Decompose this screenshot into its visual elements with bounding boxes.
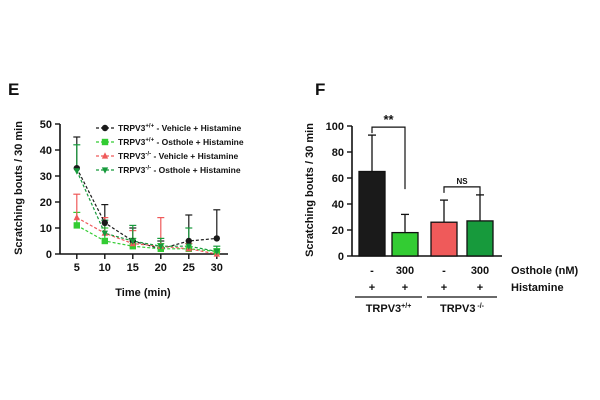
histamine-row-label: Histamine	[511, 282, 564, 294]
data-point	[73, 222, 80, 229]
panel-e-x-tick-label: 20	[155, 262, 167, 274]
significance-label: **	[383, 112, 394, 127]
bar-3	[430, 221, 458, 257]
data-point	[73, 168, 80, 175]
significance-bracket	[443, 186, 481, 195]
osthole-dose-label: 300	[396, 265, 414, 277]
bar-1	[358, 170, 386, 257]
data-point	[157, 243, 164, 250]
data-point	[101, 230, 108, 237]
series-line-3	[76, 217, 217, 255]
legend-entry: TRPV3+/+ - Osthole + Histamine	[118, 137, 244, 147]
panel-e-x-tick-label: 5	[74, 262, 80, 274]
legend-marker	[101, 167, 109, 174]
series-line-4	[76, 170, 217, 252]
data-point	[101, 237, 108, 245]
data-point	[185, 237, 192, 245]
bar-4	[466, 220, 494, 257]
legend-entry: TRPV3-/- - Vehicle + Histamine	[118, 151, 239, 161]
panel-f-y-tick-label: 40	[332, 199, 344, 211]
histamine-sign-label: +	[477, 282, 483, 294]
legend-marker	[101, 152, 109, 159]
significance-bracket	[371, 126, 406, 190]
legend-entry: TRPV3-/- - Osthole + Histamine	[118, 165, 241, 175]
histamine-sign-label: +	[402, 282, 408, 294]
panel-e-x-tick-label: 10	[99, 262, 111, 274]
histamine-sign-label: +	[369, 282, 375, 294]
genotype-group-label: TRPV3+/+	[366, 303, 412, 315]
panel-e-y-tick-label: 50	[40, 119, 52, 131]
panel-e-x-tick-label: 15	[127, 262, 139, 274]
panel-e-y-axis-label: Scratching bouts / 30 min	[13, 121, 25, 255]
panel-e-y-tick-label: 30	[40, 171, 52, 183]
panel-f-bar-chart: F Scratching bouts / 30 min 0 20 40 60 80 100…	[304, 80, 579, 315]
significance-label: NS	[456, 177, 468, 186]
legend-marker	[101, 138, 109, 146]
genotype-group-label: TRPV3 -/-	[440, 303, 485, 315]
panel-f-label: F	[315, 80, 325, 99]
data-point	[185, 243, 192, 250]
panel-f-y-tick-label: 100	[326, 121, 344, 133]
panel-e-label: E	[8, 80, 19, 99]
panel-e-line-chart: E Scratching bouts / 30 min Time (min) 0…	[8, 80, 244, 299]
panel-f-y-tick-label: 0	[338, 251, 344, 263]
panel-f-y-tick-label: 20	[332, 225, 344, 237]
panel-f-y-tick-label: 80	[332, 147, 344, 159]
osthole-dose-label: 300	[471, 265, 489, 277]
histamine-sign-label: +	[441, 282, 447, 294]
panel-e-x-tick-label: 30	[211, 262, 223, 274]
legend-entry: TRPV3+/+ - Vehicle + Histamine	[118, 123, 242, 133]
bar-2	[391, 231, 419, 257]
panel-f-y-axis-label: Scratching bouts / 30 min	[304, 123, 316, 257]
panel-e-y-tick-label: 40	[40, 145, 52, 157]
data-point	[101, 219, 109, 226]
panel-e-y-tick-label: 10	[40, 223, 52, 235]
data-point	[213, 248, 220, 256]
panel-e-x-axis-label: Time (min)	[115, 287, 171, 299]
data-point	[213, 235, 220, 242]
osthole-dose-label: -	[442, 265, 446, 277]
panel-e-legend: TRPV3+/+ - Vehicle + Histamine TRPV3+/+ -…	[96, 123, 244, 175]
data-point	[73, 213, 80, 221]
series-line-1	[76, 167, 217, 250]
panel-e-y-tick-label: 0	[46, 249, 52, 261]
panel-f-y-tick-label: 60	[332, 173, 344, 185]
osthole-row-label: Osthole (nM)	[511, 265, 579, 277]
osthole-dose-label: -	[370, 265, 374, 277]
legend-marker	[101, 124, 109, 132]
panel-e-y-tick-label: 20	[40, 197, 52, 209]
data-point	[129, 238, 136, 245]
panel-e-x-tick-label: 25	[183, 262, 195, 274]
